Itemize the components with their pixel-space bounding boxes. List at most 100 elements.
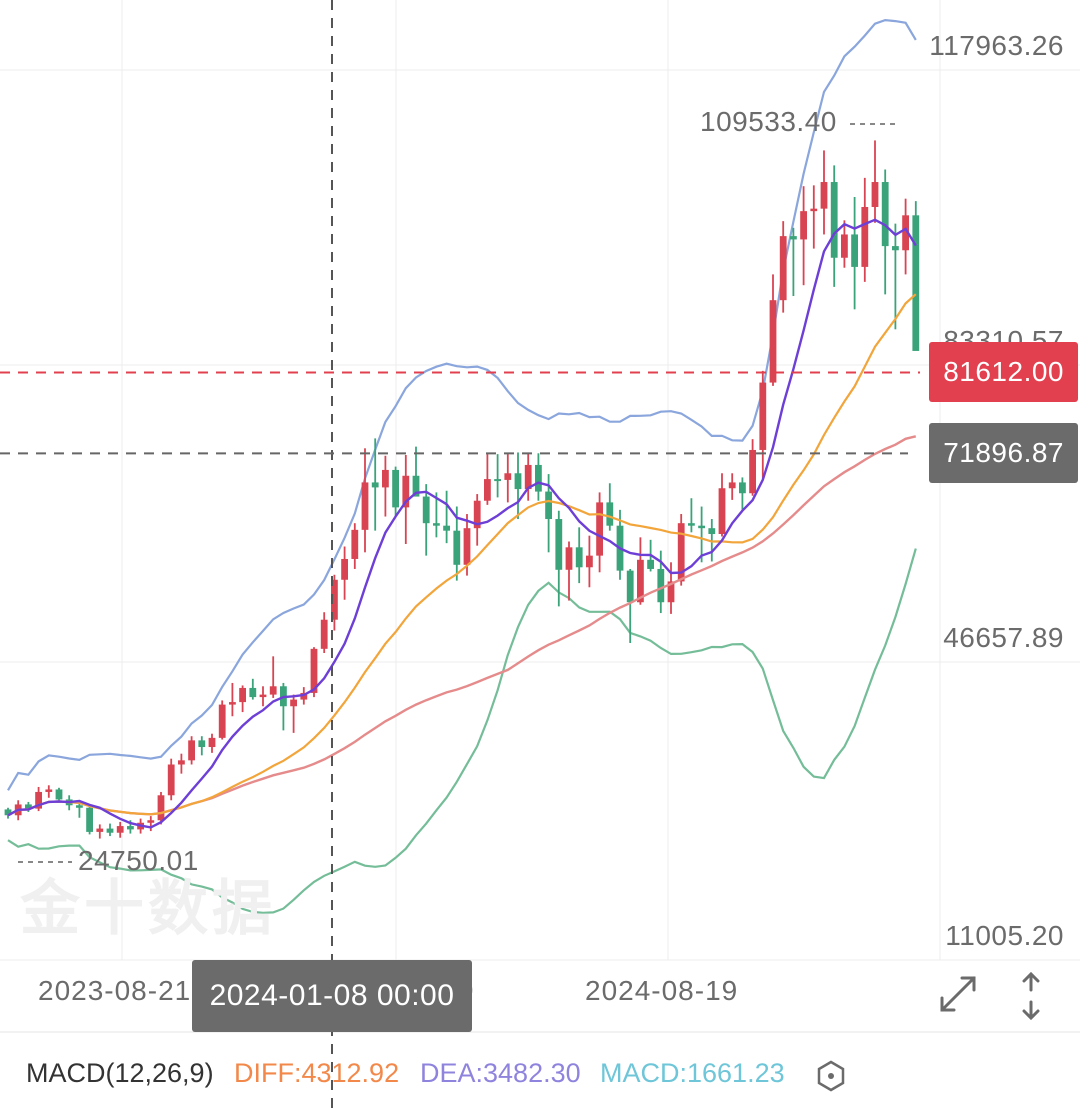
candle-body: [157, 795, 165, 821]
crosshair-price-tag: 81612.00: [929, 342, 1078, 402]
ma7-line: [7, 218, 917, 829]
candle-body: [596, 502, 603, 556]
candle-body: [667, 581, 675, 603]
candle-body: [55, 789, 63, 800]
expand-arrows-icon[interactable]: [936, 972, 980, 1025]
candle-body: [790, 236, 797, 240]
date-tick: 2023-08-21: [38, 975, 192, 1006]
ma20-line: [7, 293, 917, 817]
candle-body: [647, 559, 654, 569]
candle-body: [739, 482, 746, 494]
candle-body: [759, 382, 767, 450]
candle-body: [208, 737, 216, 748]
candle-body: [453, 530, 461, 565]
candle-body: [514, 473, 522, 490]
candle-body: [341, 558, 348, 580]
candle-body: [249, 687, 257, 698]
candle-body: [841, 234, 848, 258]
expand-arrows-icon: [940, 976, 976, 1012]
macd-indicator-bar: MACD(12,26,9) DIFF:4312.92 DEA:3482.30 M…: [0, 1040, 1080, 1109]
candle-body: [35, 791, 42, 809]
low-annotation: 24750.01: [78, 845, 199, 876]
candle-body: [545, 491, 552, 520]
candle-body: [861, 206, 869, 267]
candle-body: [912, 215, 920, 351]
candle-body: [331, 579, 338, 620]
candle-body: [188, 740, 195, 761]
macd-value: MACD:1661.23: [600, 1058, 785, 1088]
moving-averages: [7, 218, 917, 829]
crosshair-date-box: 2024-01-08 00:00: [192, 960, 472, 1032]
macd-name: MACD(12,26,9): [26, 1058, 214, 1088]
candle-body: [851, 234, 858, 267]
hexagon-settings-icon[interactable]: [816, 1060, 846, 1092]
candle-body: [361, 482, 369, 530]
candle-body: [728, 482, 736, 489]
candle-body: [830, 182, 838, 258]
candle-body: [698, 525, 705, 529]
macd-dea: DEA:3482.30: [420, 1058, 581, 1088]
candle-body: [463, 528, 471, 565]
candle-body: [239, 687, 246, 703]
candle-body: [127, 826, 134, 830]
candle-body: [96, 828, 104, 832]
candle-body: [810, 208, 818, 212]
boll-lower-line: [7, 548, 917, 914]
macd-diff: DIFF:4312.92: [234, 1058, 400, 1088]
candle-body: [402, 475, 410, 508]
candle-body: [871, 182, 879, 207]
candle-body: [433, 523, 440, 526]
candle-body: [320, 619, 328, 649]
candle-body: [504, 473, 512, 480]
candle-body: [881, 182, 889, 247]
candle-body: [25, 804, 32, 809]
candle-body: [565, 547, 573, 570]
candle-body: [178, 760, 185, 765]
vertical-arrows-icon[interactable]: [1016, 970, 1046, 1031]
candle-body: [769, 300, 777, 383]
candle-body: [218, 704, 226, 738]
candle-body: [494, 479, 501, 482]
candle-body: [535, 464, 542, 492]
candle-body: [76, 805, 83, 808]
candle-body: [800, 211, 807, 240]
candle-body: [820, 182, 828, 209]
candle-body: [229, 702, 236, 705]
candle-body: [371, 482, 379, 488]
candle-body: [718, 488, 726, 535]
candle-body: [626, 570, 634, 603]
date-tick: 2024-08-19: [585, 975, 739, 1006]
candle-body: [106, 828, 114, 833]
boll-upper-line: [7, 18, 917, 791]
candle-body: [473, 500, 481, 529]
price-axis-label: 46657.89: [943, 622, 1064, 653]
candle-body: [86, 807, 93, 832]
candle-body: [708, 528, 716, 535]
candle-body: [259, 694, 267, 698]
candle-body: [392, 469, 399, 508]
candle-body: [443, 525, 450, 531]
candle-body: [892, 246, 899, 251]
candle-body: [4, 809, 12, 816]
candle-body: [555, 519, 563, 570]
candle-body: [300, 692, 308, 700]
price-axis-label: 11005.20: [945, 920, 1064, 951]
candle-body: [290, 699, 297, 707]
candle-body: [902, 215, 909, 251]
candle-body: [382, 469, 389, 488]
crosshair: [0, 0, 920, 1109]
candle-body: [351, 529, 359, 559]
candle-body: [586, 555, 593, 568]
price-axis-label: 117963.26: [929, 30, 1064, 61]
watermark: 金十数据: [20, 874, 276, 944]
candle-body: [412, 475, 420, 497]
bollinger-bands: [7, 18, 917, 914]
candle-body: [606, 502, 614, 526]
candle-body: [147, 820, 155, 823]
candle-body: [116, 826, 124, 833]
candle-body: [269, 686, 277, 695]
candle-body: [45, 789, 53, 792]
candle-body: [198, 740, 206, 748]
candle-body: [575, 547, 583, 568]
